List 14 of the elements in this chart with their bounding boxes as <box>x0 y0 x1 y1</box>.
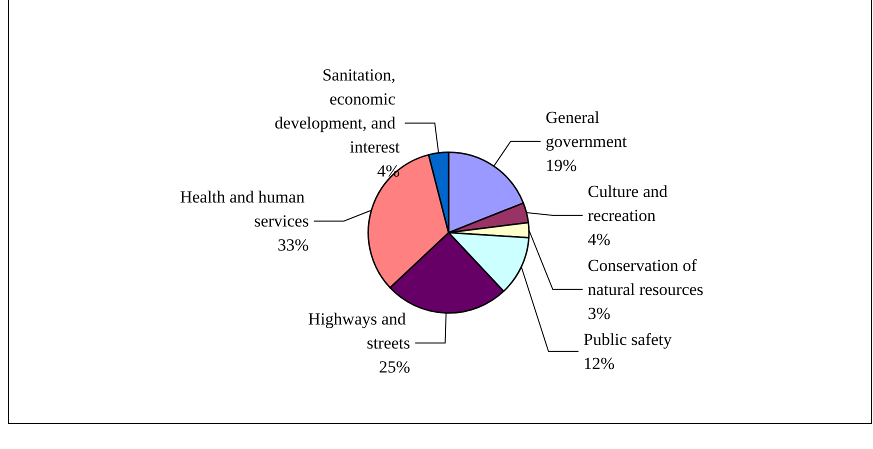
slice-label: General government <box>546 108 628 151</box>
slice-label: Highways and streets <box>308 309 410 352</box>
data-label: 3% <box>588 304 610 323</box>
slice-label: Public safety <box>583 330 672 349</box>
slice-label: Sanitation, economic development, and interest <box>274 66 400 157</box>
data-label: 4% <box>377 162 400 181</box>
data-label: 25% <box>378 357 410 376</box>
data-label: 19% <box>546 156 577 175</box>
data-label: 12% <box>583 354 615 373</box>
data-label: 33% <box>278 236 309 255</box>
data-label: 4% <box>588 230 610 249</box>
slice-label: Conservation of natural resources <box>588 256 704 299</box>
slice-label: Culture and recreation <box>588 182 672 225</box>
slice-label: Health and human services <box>180 188 309 231</box>
